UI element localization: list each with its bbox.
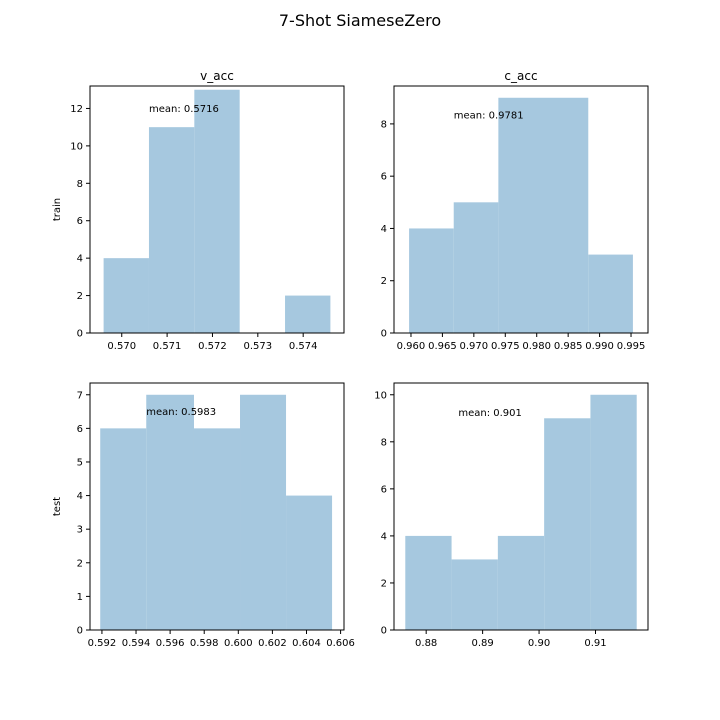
y-tick-label: 4 [77,491,83,502]
histogram-panel-1: 0.570 0.571 0.572 0.573 0.574 0 2 4 6 8 10 12 v_acct… [52,69,345,352]
histogram-bar [240,394,287,630]
y-axis-label: test [52,497,63,516]
y-tick-label: 8 [381,119,387,130]
x-tick-label: 0.88 [415,638,437,649]
x-tick-label: 0.574 [289,341,318,352]
x-tick-label: 0.570 [107,341,136,352]
mean-annotation: mean: 0.5716 [149,104,219,115]
axes-frame [393,85,649,334]
x-tick-label: 0.600 [224,638,253,649]
x-tick-label: 0.594 [122,638,151,649]
x-tick-label: 0.91 [584,638,606,649]
histogram-bar [194,89,240,333]
y-tick-label: 2 [77,291,83,302]
y-tick-label: 6 [381,172,387,183]
histogram-bar [405,535,452,630]
y-tick-label: 0 [381,329,387,340]
histogram-bar [544,418,591,630]
x-tick-label: 0.592 [88,638,117,649]
y-tick-label: 6 [381,484,387,495]
x-tick-label: 0.90 [528,638,550,649]
x-tick-label: 0.990 [585,341,614,352]
y-tick-label: 1 [77,592,83,603]
histogram-bar [588,254,633,333]
x-tick-label: 0.606 [326,638,355,649]
subplot-title: v_acc [200,69,234,83]
x-tick-label: 0.602 [258,638,287,649]
histogram-bar [498,97,544,333]
y-tick-label: 2 [77,558,83,569]
x-tick-label: 0.980 [522,341,551,352]
mean-annotation: mean: 0.9781 [454,111,524,122]
y-tick-label: 10 [374,390,387,401]
y-tick-label: 7 [77,390,83,401]
y-tick-label: 4 [381,531,387,542]
mean-annotation: mean: 0.5983 [146,407,216,418]
histogram-bar [286,495,333,630]
y-axis-label: train [52,198,63,221]
histogram-bar [590,394,637,630]
y-tick-label: 8 [381,437,387,448]
histogram-panel-4: 0.88 0.89 0.90 0.91 0 2 4 6 8 10 mean: 0.901 [374,382,649,649]
histogram-panel-2: 0.960 0.965 0.970 0.975 0.980 0.985 0.990 0.995… [381,69,649,352]
histogram-bar [409,228,454,333]
histogram-bar [100,428,147,630]
y-tick-label: 12 [70,104,83,115]
y-tick-label: 6 [77,424,83,435]
x-tick-label: 0.604 [292,638,321,649]
x-tick-label: 0.89 [471,638,493,649]
x-tick-label: 0.572 [198,341,227,352]
x-tick-label: 0.970 [460,341,489,352]
histogram-bar [451,559,498,630]
x-tick-label: 0.596 [156,638,185,649]
y-tick-label: 6 [77,216,83,227]
y-tick-label: 8 [77,179,83,190]
x-tick-label: 0.571 [153,341,182,352]
histogram-panel-3: 0.592 0.594 0.596 0.598 0.600 0.602 0.604 0.606… [52,382,355,649]
histogram-bar [146,394,194,630]
histogram-bar [453,202,499,333]
axes-frame [89,85,345,334]
y-tick-label: 0 [77,329,83,340]
y-tick-label: 5 [77,457,83,468]
y-tick-label: 2 [381,276,387,287]
x-tick-label: 0.985 [554,341,583,352]
x-tick-label: 0.965 [428,341,457,352]
y-tick-label: 10 [70,141,83,152]
y-tick-label: 4 [381,224,387,235]
x-tick-label: 0.975 [491,341,520,352]
y-tick-label: 0 [381,626,387,637]
histogram-bar [103,258,149,333]
y-tick-label: 4 [77,254,83,265]
axes-frame [89,382,345,631]
subplot-title: c_acc [504,69,537,83]
figure-title: 7-Shot SiameseZero [279,11,441,30]
axes-frame [393,382,649,631]
x-tick-label: 0.598 [190,638,219,649]
histogram-bar [497,535,545,630]
x-tick-label: 0.960 [397,341,426,352]
y-tick-label: 0 [77,626,83,637]
histogram-bar [193,428,241,630]
x-tick-label: 0.573 [244,341,273,352]
x-tick-label: 0.995 [617,341,646,352]
histogram-bar [543,97,589,333]
mean-annotation: mean: 0.901 [458,408,522,419]
y-tick-label: 2 [381,578,387,589]
histogram-bar [148,127,195,334]
y-tick-label: 3 [77,525,83,536]
histogram-bar [285,295,331,333]
